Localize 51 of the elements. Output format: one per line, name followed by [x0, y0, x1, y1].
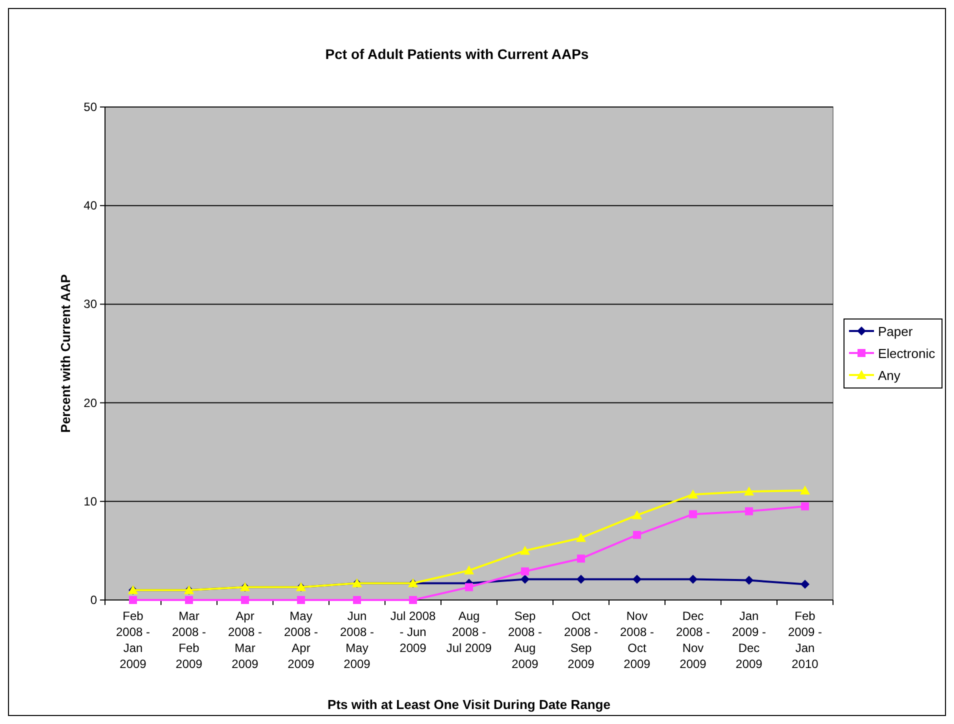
legend-label: Paper — [878, 324, 914, 339]
point — [465, 583, 473, 592]
x-tick-label: Feb 2009 - Jan 2010 — [788, 609, 822, 671]
point — [520, 546, 530, 555]
point — [576, 574, 586, 584]
point — [745, 507, 753, 516]
point — [689, 510, 697, 518]
legend-label: Any — [878, 368, 901, 383]
point — [409, 596, 417, 604]
y-tick-label: 50 — [84, 100, 98, 114]
chart-title: Pct of Adult Patients with Current AAPs — [325, 46, 589, 62]
point — [800, 580, 810, 589]
y-tick-label: 10 — [84, 494, 98, 508]
point — [744, 576, 754, 585]
point — [632, 510, 642, 520]
x-tick-label: Aug 2008 - Jul 2009 — [446, 609, 492, 655]
x-axis-title: Pts with at Least One Visit During Date Range — [328, 697, 610, 712]
y-axis-title: Percent with Current AAP — [58, 274, 73, 433]
point — [632, 574, 642, 584]
x-tick-label: Nov 2008 - Oct 2009 — [620, 609, 654, 671]
point — [576, 532, 586, 542]
point — [801, 502, 809, 510]
x-tick-label: May 2008 - Apr 2009 — [284, 609, 318, 671]
legend-label: Electronic — [878, 346, 936, 361]
x-tick-label: Jun 2008 - May 2009 — [340, 609, 374, 671]
y-tick-label: 0 — [90, 593, 98, 607]
point — [129, 596, 137, 604]
point — [185, 596, 193, 604]
x-tick-label: Oct 2008 - Sep 2009 — [564, 609, 598, 671]
point — [577, 554, 585, 563]
y-tick-label: 20 — [84, 396, 98, 410]
point — [688, 574, 698, 584]
point — [688, 490, 698, 498]
x-tick-label: Jan 2009 - Dec 2009 — [732, 609, 766, 671]
point — [800, 486, 810, 495]
x-tick-label: Apr 2008 - Mar 2009 — [228, 609, 262, 671]
x-tick-label: Feb 2008 - Jan 2009 — [116, 609, 150, 671]
x-tick-label: Dec 2008 - Nov 2009 — [676, 609, 710, 671]
x-tick-label: Jul 2008 - Jun 2009 — [390, 609, 436, 655]
point — [464, 565, 474, 574]
y-tick-label: 30 — [84, 297, 98, 312]
point — [521, 567, 529, 576]
point — [633, 530, 641, 539]
x-tick-label: Mar 2008 - Feb 2009 — [172, 609, 206, 671]
y-tick-label: 40 — [84, 198, 98, 213]
x-tick-label: Sep 2008 - Aug 2009 — [508, 609, 542, 671]
point — [353, 596, 361, 604]
point — [520, 574, 530, 584]
point — [744, 486, 754, 496]
point — [241, 596, 249, 604]
point — [297, 596, 305, 604]
